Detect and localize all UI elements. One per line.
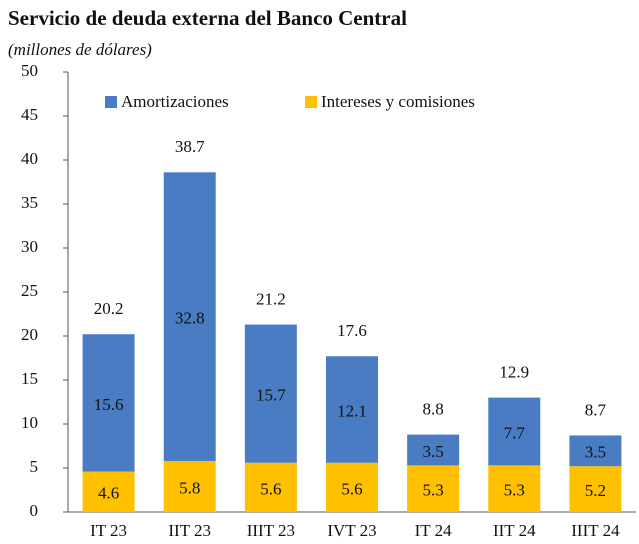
bar-segment	[244, 462, 297, 512]
value-label: 5.3	[504, 481, 525, 500]
x-tick-label: IIT 23	[168, 521, 211, 540]
x-tick-label: IIT 24	[493, 521, 536, 540]
legend-label: Amortizaciones	[121, 92, 229, 111]
value-label: 15.6	[94, 395, 124, 414]
y-tick-label: 40	[21, 149, 38, 168]
bar-segment	[488, 397, 541, 466]
y-tick-label: 5	[30, 457, 39, 476]
total-label: 21.2	[256, 289, 286, 308]
y-tick-label: 10	[21, 413, 38, 432]
value-label: 32.8	[175, 309, 205, 328]
bar-segment	[163, 172, 216, 461]
bar-segment	[407, 434, 460, 466]
value-label: 4.6	[98, 484, 119, 503]
value-label: 5.8	[179, 478, 200, 497]
value-label: 5.6	[341, 479, 362, 498]
y-tick-label: 30	[21, 237, 38, 256]
bar-segment	[326, 356, 378, 463]
y-tick-label: 50	[21, 61, 38, 80]
bar-segment	[82, 471, 135, 512]
total-label: 17.6	[337, 321, 367, 340]
total-label: 38.7	[175, 137, 205, 156]
bar-segment	[163, 460, 216, 512]
total-label: 8.7	[585, 400, 607, 419]
value-label: 5.6	[260, 479, 281, 498]
legend-swatch	[305, 96, 317, 108]
bar-segment	[569, 466, 622, 512]
bar-segment	[82, 334, 135, 472]
value-label: 15.7	[256, 386, 286, 405]
bar-segment	[244, 324, 297, 463]
legend-label: Intereses y comisiones	[321, 92, 475, 111]
bar-segment	[488, 465, 541, 512]
total-label: 8.8	[423, 399, 444, 418]
x-tick-label: IVT 23	[327, 521, 376, 540]
bar-segment	[326, 462, 378, 512]
bar-segment	[407, 465, 460, 512]
y-tick-label: 25	[21, 281, 38, 300]
y-tick-label: 35	[21, 193, 38, 212]
y-tick-label: 15	[21, 369, 38, 388]
value-label: 3.5	[423, 442, 444, 461]
y-tick-label: 45	[21, 105, 38, 124]
x-tick-label: IT 23	[90, 521, 127, 540]
total-label: 20.2	[94, 299, 124, 318]
total-label: 12.9	[499, 363, 529, 382]
value-label: 5.3	[423, 481, 444, 500]
y-tick-label: 20	[21, 325, 38, 344]
x-tick-label: IIIT 24	[571, 521, 620, 540]
x-tick-label: IT 24	[415, 521, 452, 540]
value-label: 3.5	[585, 443, 606, 462]
bar-segment	[569, 435, 622, 467]
chart-title: Servicio de deuda externa del Banco Cent…	[8, 6, 407, 30]
value-label: 5.2	[585, 481, 606, 500]
value-label: 7.7	[504, 423, 526, 442]
legend-swatch	[105, 96, 117, 108]
x-tick-label: IIIT 23	[247, 521, 295, 540]
y-tick-label: 0	[30, 501, 39, 520]
chart-subtitle: (millones de dólares)	[8, 40, 152, 59]
value-label: 12.1	[337, 401, 367, 420]
